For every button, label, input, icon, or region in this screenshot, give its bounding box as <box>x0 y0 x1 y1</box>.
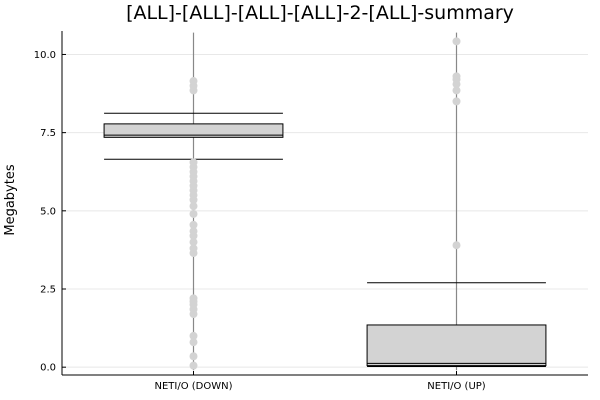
box-iqr <box>103 123 284 138</box>
outlier-point <box>189 238 198 247</box>
x-category-label: NETI/O (UP) <box>427 381 486 392</box>
outlier-point <box>189 352 198 361</box>
outlier-point <box>189 77 198 86</box>
outlier-point <box>189 338 198 347</box>
outlier-point <box>189 331 198 340</box>
outlier-point <box>452 241 461 250</box>
outlier-point <box>189 158 198 167</box>
outlier-point <box>452 97 461 106</box>
y-tick-label: 5.0 <box>40 206 56 217</box>
y-tick-label: 2.5 <box>40 285 56 296</box>
outlier-point <box>452 72 461 81</box>
outlier-point <box>189 209 198 218</box>
box-iqr <box>366 324 547 367</box>
chart-title: [ALL]-[ALL]-[ALL]-[ALL]-2-[ALL]-summary <box>126 2 514 24</box>
outlier-point <box>189 361 198 370</box>
outlier-point <box>189 202 198 211</box>
y-tick-label: 10.0 <box>34 50 56 61</box>
outlier-point <box>452 37 461 46</box>
outlier-point <box>189 244 198 253</box>
outlier-point <box>452 86 461 95</box>
x-category-label: NETI/O (DOWN) <box>154 381 232 392</box>
outlier-point <box>189 220 198 229</box>
outlier-point <box>189 294 198 303</box>
outlier-point <box>189 227 198 236</box>
y-tick-label: 0.0 <box>40 363 56 374</box>
y-axis-label: Megabytes <box>3 164 18 235</box>
y-tick-label: 7.5 <box>40 128 56 139</box>
